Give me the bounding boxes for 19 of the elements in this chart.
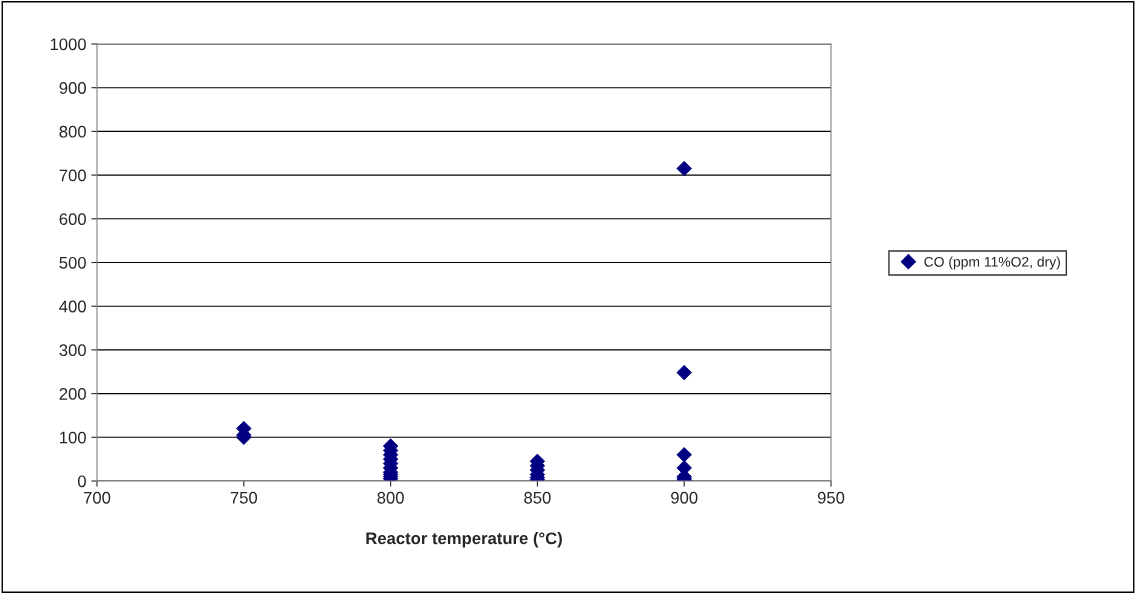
y-tick-label: 100 — [60, 431, 86, 444]
y-tick-label: 0 — [77, 475, 86, 488]
y-tick-label: 300 — [59, 344, 86, 357]
x-tick-label: 850 — [524, 491, 551, 504]
legend-label: CO (ppm 11%O2, dry) — [924, 256, 1060, 270]
y-tick-label: 800 — [59, 125, 86, 138]
y-tick-label: 400 — [59, 300, 86, 313]
x-tick-label: 700 — [83, 491, 111, 504]
y-tick-label: 500 — [59, 256, 86, 269]
y-tick-label: 600 — [59, 213, 86, 225]
x-axis-title: Reactor temperature (°C) — [366, 531, 562, 548]
x-tick-label: 950 — [817, 491, 845, 504]
x-tick-label: 750 — [230, 491, 258, 504]
x-tick-label: 800 — [377, 491, 404, 504]
x-tick-label: 900 — [671, 491, 698, 504]
y-tick-label: 700 — [59, 169, 86, 182]
y-tick-label: 200 — [59, 388, 86, 400]
y-tick-label: 1000 — [50, 38, 86, 51]
y-tick-label: 900 — [59, 82, 86, 94]
